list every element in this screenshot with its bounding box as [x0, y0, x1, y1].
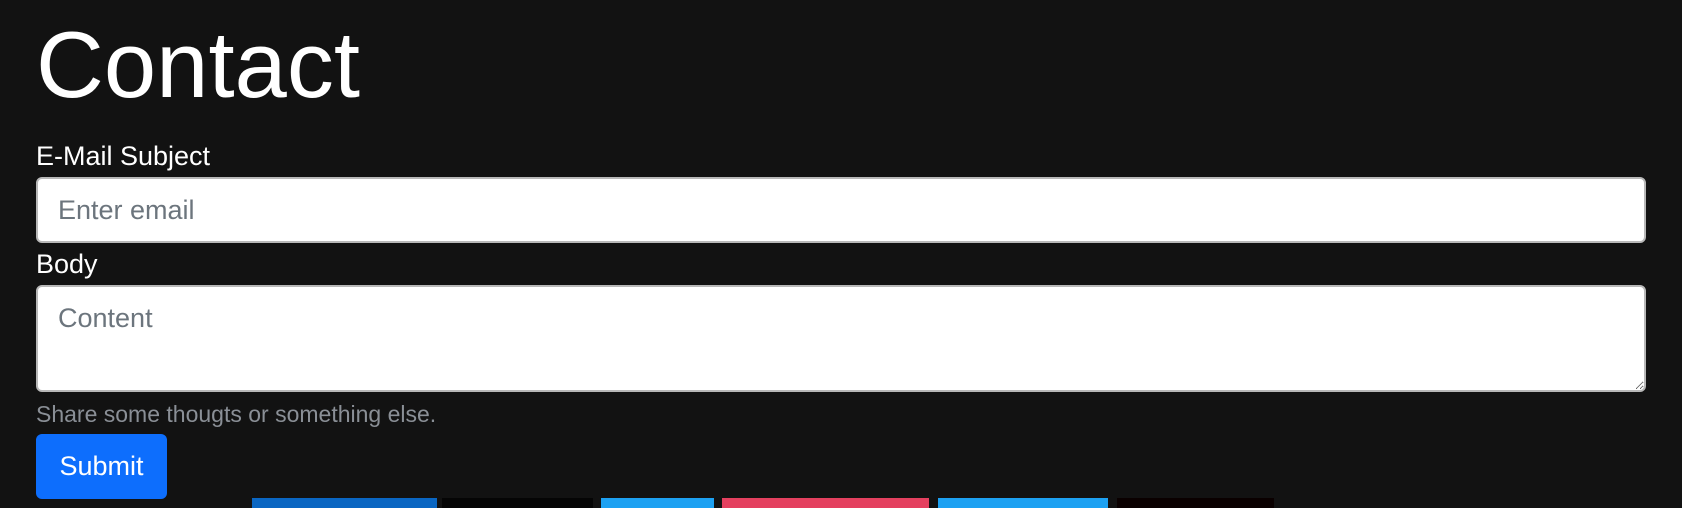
- subject-input[interactable]: [36, 177, 1646, 243]
- submit-button[interactable]: Submit: [36, 434, 167, 499]
- body-label: Body: [36, 249, 98, 279]
- subject-label: E-Mail Subject: [36, 141, 211, 171]
- footer-link-strip-3[interactable]: [601, 498, 714, 508]
- footer-link-strip-6[interactable]: [1117, 498, 1274, 508]
- footer-link-strip-1[interactable]: [252, 498, 437, 508]
- footer-link-strip-5[interactable]: [938, 498, 1108, 508]
- footer-link-strip-2[interactable]: [442, 498, 593, 508]
- body-textarea[interactable]: [36, 285, 1646, 392]
- page-title: Contact: [36, 12, 360, 117]
- help-text: Share some thougts or something else.: [36, 401, 437, 427]
- footer-link-strip-4[interactable]: [722, 498, 929, 508]
